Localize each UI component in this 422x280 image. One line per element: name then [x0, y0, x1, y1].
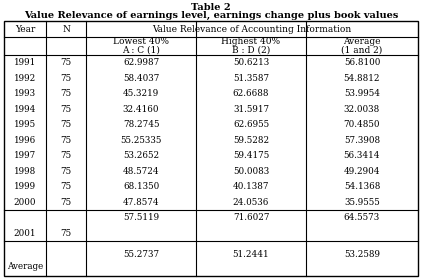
Text: 68.1350: 68.1350: [123, 182, 159, 191]
Text: 50.0083: 50.0083: [233, 167, 269, 176]
Text: 57.5119: 57.5119: [123, 213, 159, 222]
Text: 1998: 1998: [14, 167, 36, 176]
Text: 62.6955: 62.6955: [233, 120, 269, 129]
Text: 1997: 1997: [14, 151, 36, 160]
Text: 75: 75: [60, 89, 72, 98]
Text: 32.4160: 32.4160: [123, 105, 159, 114]
Text: 1995: 1995: [14, 120, 36, 129]
Text: Highest 40%: Highest 40%: [222, 37, 281, 46]
Text: 47.8574: 47.8574: [123, 198, 160, 207]
Text: 24.0536: 24.0536: [233, 198, 269, 207]
Text: (1 and 2): (1 and 2): [341, 46, 383, 55]
Text: 1994: 1994: [14, 105, 36, 114]
Text: 53.9954: 53.9954: [344, 89, 380, 98]
Text: 51.2441: 51.2441: [233, 250, 269, 259]
Text: 32.0038: 32.0038: [344, 105, 380, 114]
Text: 71.6027: 71.6027: [233, 213, 269, 222]
Text: 62.6688: 62.6688: [233, 89, 269, 98]
Text: 75: 75: [60, 182, 72, 191]
Text: 75: 75: [60, 120, 72, 129]
Text: 1992: 1992: [14, 74, 36, 83]
Text: 1991: 1991: [14, 58, 36, 67]
Text: 57.3908: 57.3908: [344, 136, 380, 145]
Text: 75: 75: [60, 167, 72, 176]
Text: 59.4175: 59.4175: [233, 151, 269, 160]
Text: 40.1387: 40.1387: [233, 182, 269, 191]
Text: 75: 75: [60, 198, 72, 207]
Text: 54.1368: 54.1368: [344, 182, 380, 191]
Text: 31.5917: 31.5917: [233, 105, 269, 114]
Text: 53.2652: 53.2652: [123, 151, 159, 160]
Text: 78.2745: 78.2745: [123, 120, 159, 129]
Text: A : C (1): A : C (1): [122, 46, 160, 55]
Text: 56.3414: 56.3414: [344, 151, 380, 160]
Text: Lowest 40%: Lowest 40%: [113, 37, 169, 46]
Text: 1993: 1993: [14, 89, 36, 98]
Text: 70.4850: 70.4850: [344, 120, 380, 129]
Text: 51.3587: 51.3587: [233, 74, 269, 83]
Text: B : D (2): B : D (2): [232, 46, 270, 55]
Text: 45.3219: 45.3219: [123, 89, 159, 98]
Text: 75: 75: [60, 105, 72, 114]
Text: 55.25335: 55.25335: [120, 136, 162, 145]
Text: 2000: 2000: [14, 198, 36, 207]
Text: N: N: [62, 25, 70, 34]
Text: 1996: 1996: [14, 136, 36, 145]
Text: 2001: 2001: [14, 229, 36, 238]
Text: Average: Average: [7, 262, 43, 271]
Text: Year: Year: [15, 25, 35, 34]
Text: 75: 75: [60, 151, 72, 160]
Text: 55.2737: 55.2737: [123, 250, 159, 259]
Text: 62.9987: 62.9987: [123, 58, 159, 67]
Text: 53.2589: 53.2589: [344, 250, 380, 259]
Text: Table 2: Table 2: [191, 3, 231, 12]
Text: 59.5282: 59.5282: [233, 136, 269, 145]
Text: 75: 75: [60, 58, 72, 67]
Text: 49.2904: 49.2904: [344, 167, 380, 176]
Text: 75: 75: [60, 74, 72, 83]
Text: 54.8812: 54.8812: [344, 74, 380, 83]
Text: 48.5724: 48.5724: [123, 167, 160, 176]
Text: 1999: 1999: [14, 182, 36, 191]
Text: Value Relevance of earnings level, earnings change plus book values: Value Relevance of earnings level, earni…: [24, 11, 398, 20]
Text: Average: Average: [343, 37, 381, 46]
Text: 75: 75: [60, 136, 72, 145]
Text: 35.9555: 35.9555: [344, 198, 380, 207]
Text: 64.5573: 64.5573: [344, 213, 380, 222]
Text: 56.8100: 56.8100: [344, 58, 380, 67]
Text: 50.6213: 50.6213: [233, 58, 269, 67]
Text: 75: 75: [60, 229, 72, 238]
Text: 58.4037: 58.4037: [123, 74, 159, 83]
Text: Value Relevance of Accounting Information: Value Relevance of Accounting Informatio…: [152, 25, 352, 34]
